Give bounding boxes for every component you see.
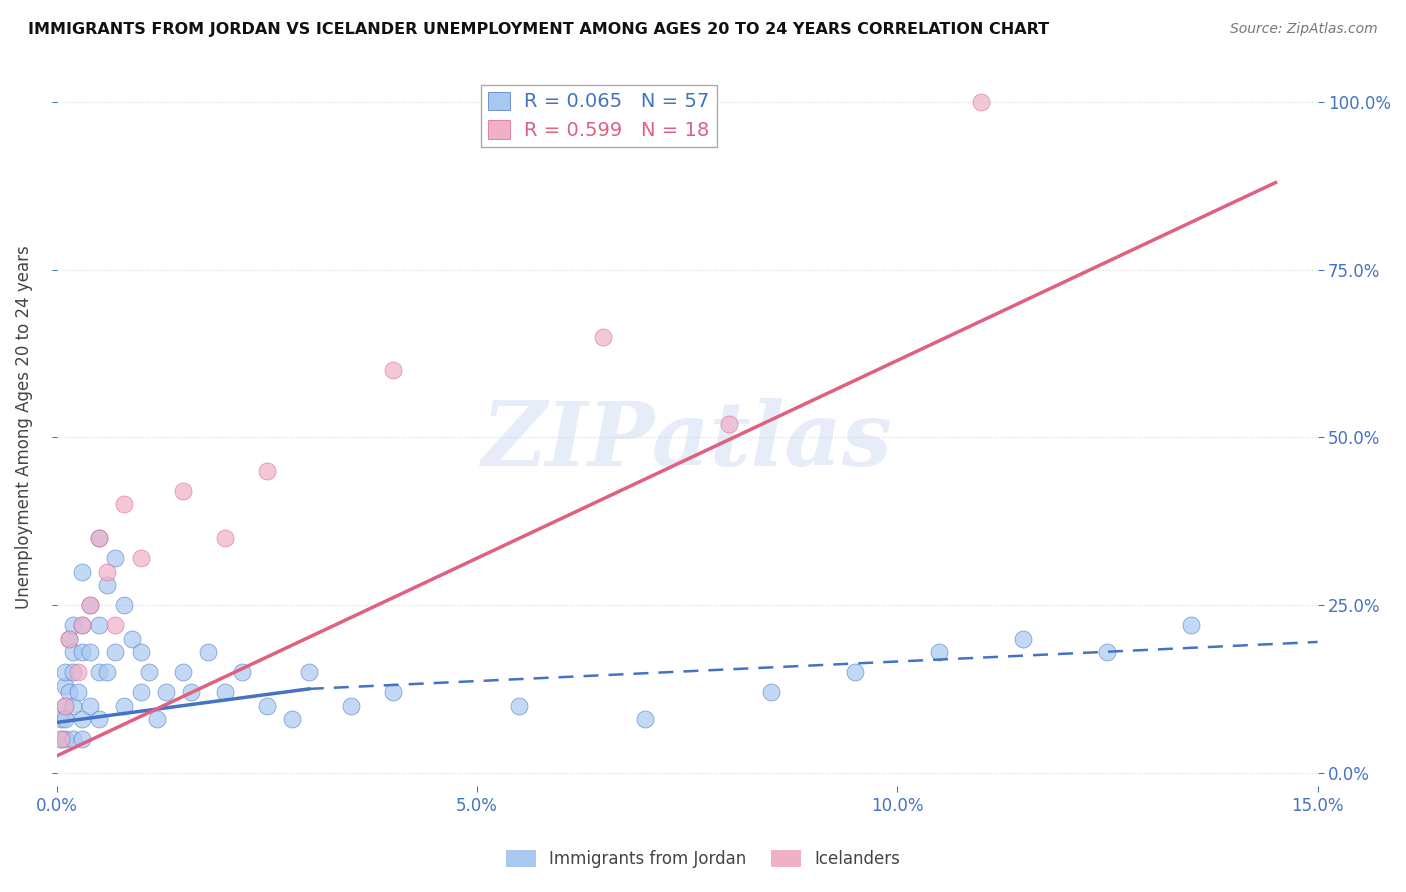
Point [112,698,135,713]
Point [96,578,118,592]
Point [180,685,202,699]
Point [634,712,657,726]
Point [718,417,741,431]
Y-axis label: Unemployment Among Ages 20 to 24 years: Unemployment Among Ages 20 to 24 years [15,245,32,609]
Point [104,645,127,659]
Point [58,685,80,699]
Point [172,483,194,498]
Point [62,618,84,632]
Point [87,531,110,545]
Legend: Immigrants from Jordan, Icelanders: Immigrants from Jordan, Icelanders [499,843,907,875]
Point [231,665,253,680]
Point [79,645,101,659]
Point [70,732,93,747]
Point [87,618,110,632]
Point [214,685,236,699]
Point [298,665,321,680]
Point [256,464,278,478]
Point [49,732,72,747]
Point [87,712,110,726]
Point [49,732,72,747]
Text: Source: ZipAtlas.com: Source: ZipAtlas.com [1230,22,1378,37]
Point [112,498,135,512]
Point [70,645,93,659]
Point [58,632,80,646]
Text: ZIPatlas: ZIPatlas [482,399,893,485]
Point [129,685,152,699]
Point [1097,645,1119,659]
Point [53,698,76,713]
Point [138,665,160,680]
Point [70,618,93,632]
Point [759,685,782,699]
Point [104,551,127,566]
Point [508,698,530,713]
Point [928,645,950,659]
Point [1180,618,1202,632]
Point [87,665,110,680]
Point [96,665,118,680]
Point [53,698,76,713]
Point [970,95,993,109]
Point [256,698,278,713]
Point [197,645,219,659]
Point [70,712,93,726]
Point [53,712,76,726]
Point [66,685,89,699]
Point [79,698,101,713]
Point [96,565,118,579]
Point [381,363,404,377]
Legend: R = 0.065   N = 57, R = 0.599   N = 18: R = 0.065 N = 57, R = 0.599 N = 18 [481,85,717,147]
Point [53,732,76,747]
Point [53,679,76,693]
Point [592,330,614,344]
Point [172,665,194,680]
Point [87,531,110,545]
Point [214,531,236,545]
Point [62,732,84,747]
Point [62,645,84,659]
Point [112,598,135,612]
Point [121,632,143,646]
Point [53,665,76,680]
Point [66,665,89,680]
Point [281,712,304,726]
Text: IMMIGRANTS FROM JORDAN VS ICELANDER UNEMPLOYMENT AMONG AGES 20 TO 24 YEARS CORRE: IMMIGRANTS FROM JORDAN VS ICELANDER UNEM… [28,22,1049,37]
Point [49,712,72,726]
Point [844,665,866,680]
Point [104,618,127,632]
Point [129,645,152,659]
Point [381,685,404,699]
Point [58,632,80,646]
Point [155,685,177,699]
Point [340,698,363,713]
Point [70,618,93,632]
Point [62,698,84,713]
Point [1012,632,1035,646]
Point [62,665,84,680]
Point [79,598,101,612]
Point [129,551,152,566]
Point [79,598,101,612]
Point [146,712,169,726]
Point [70,565,93,579]
